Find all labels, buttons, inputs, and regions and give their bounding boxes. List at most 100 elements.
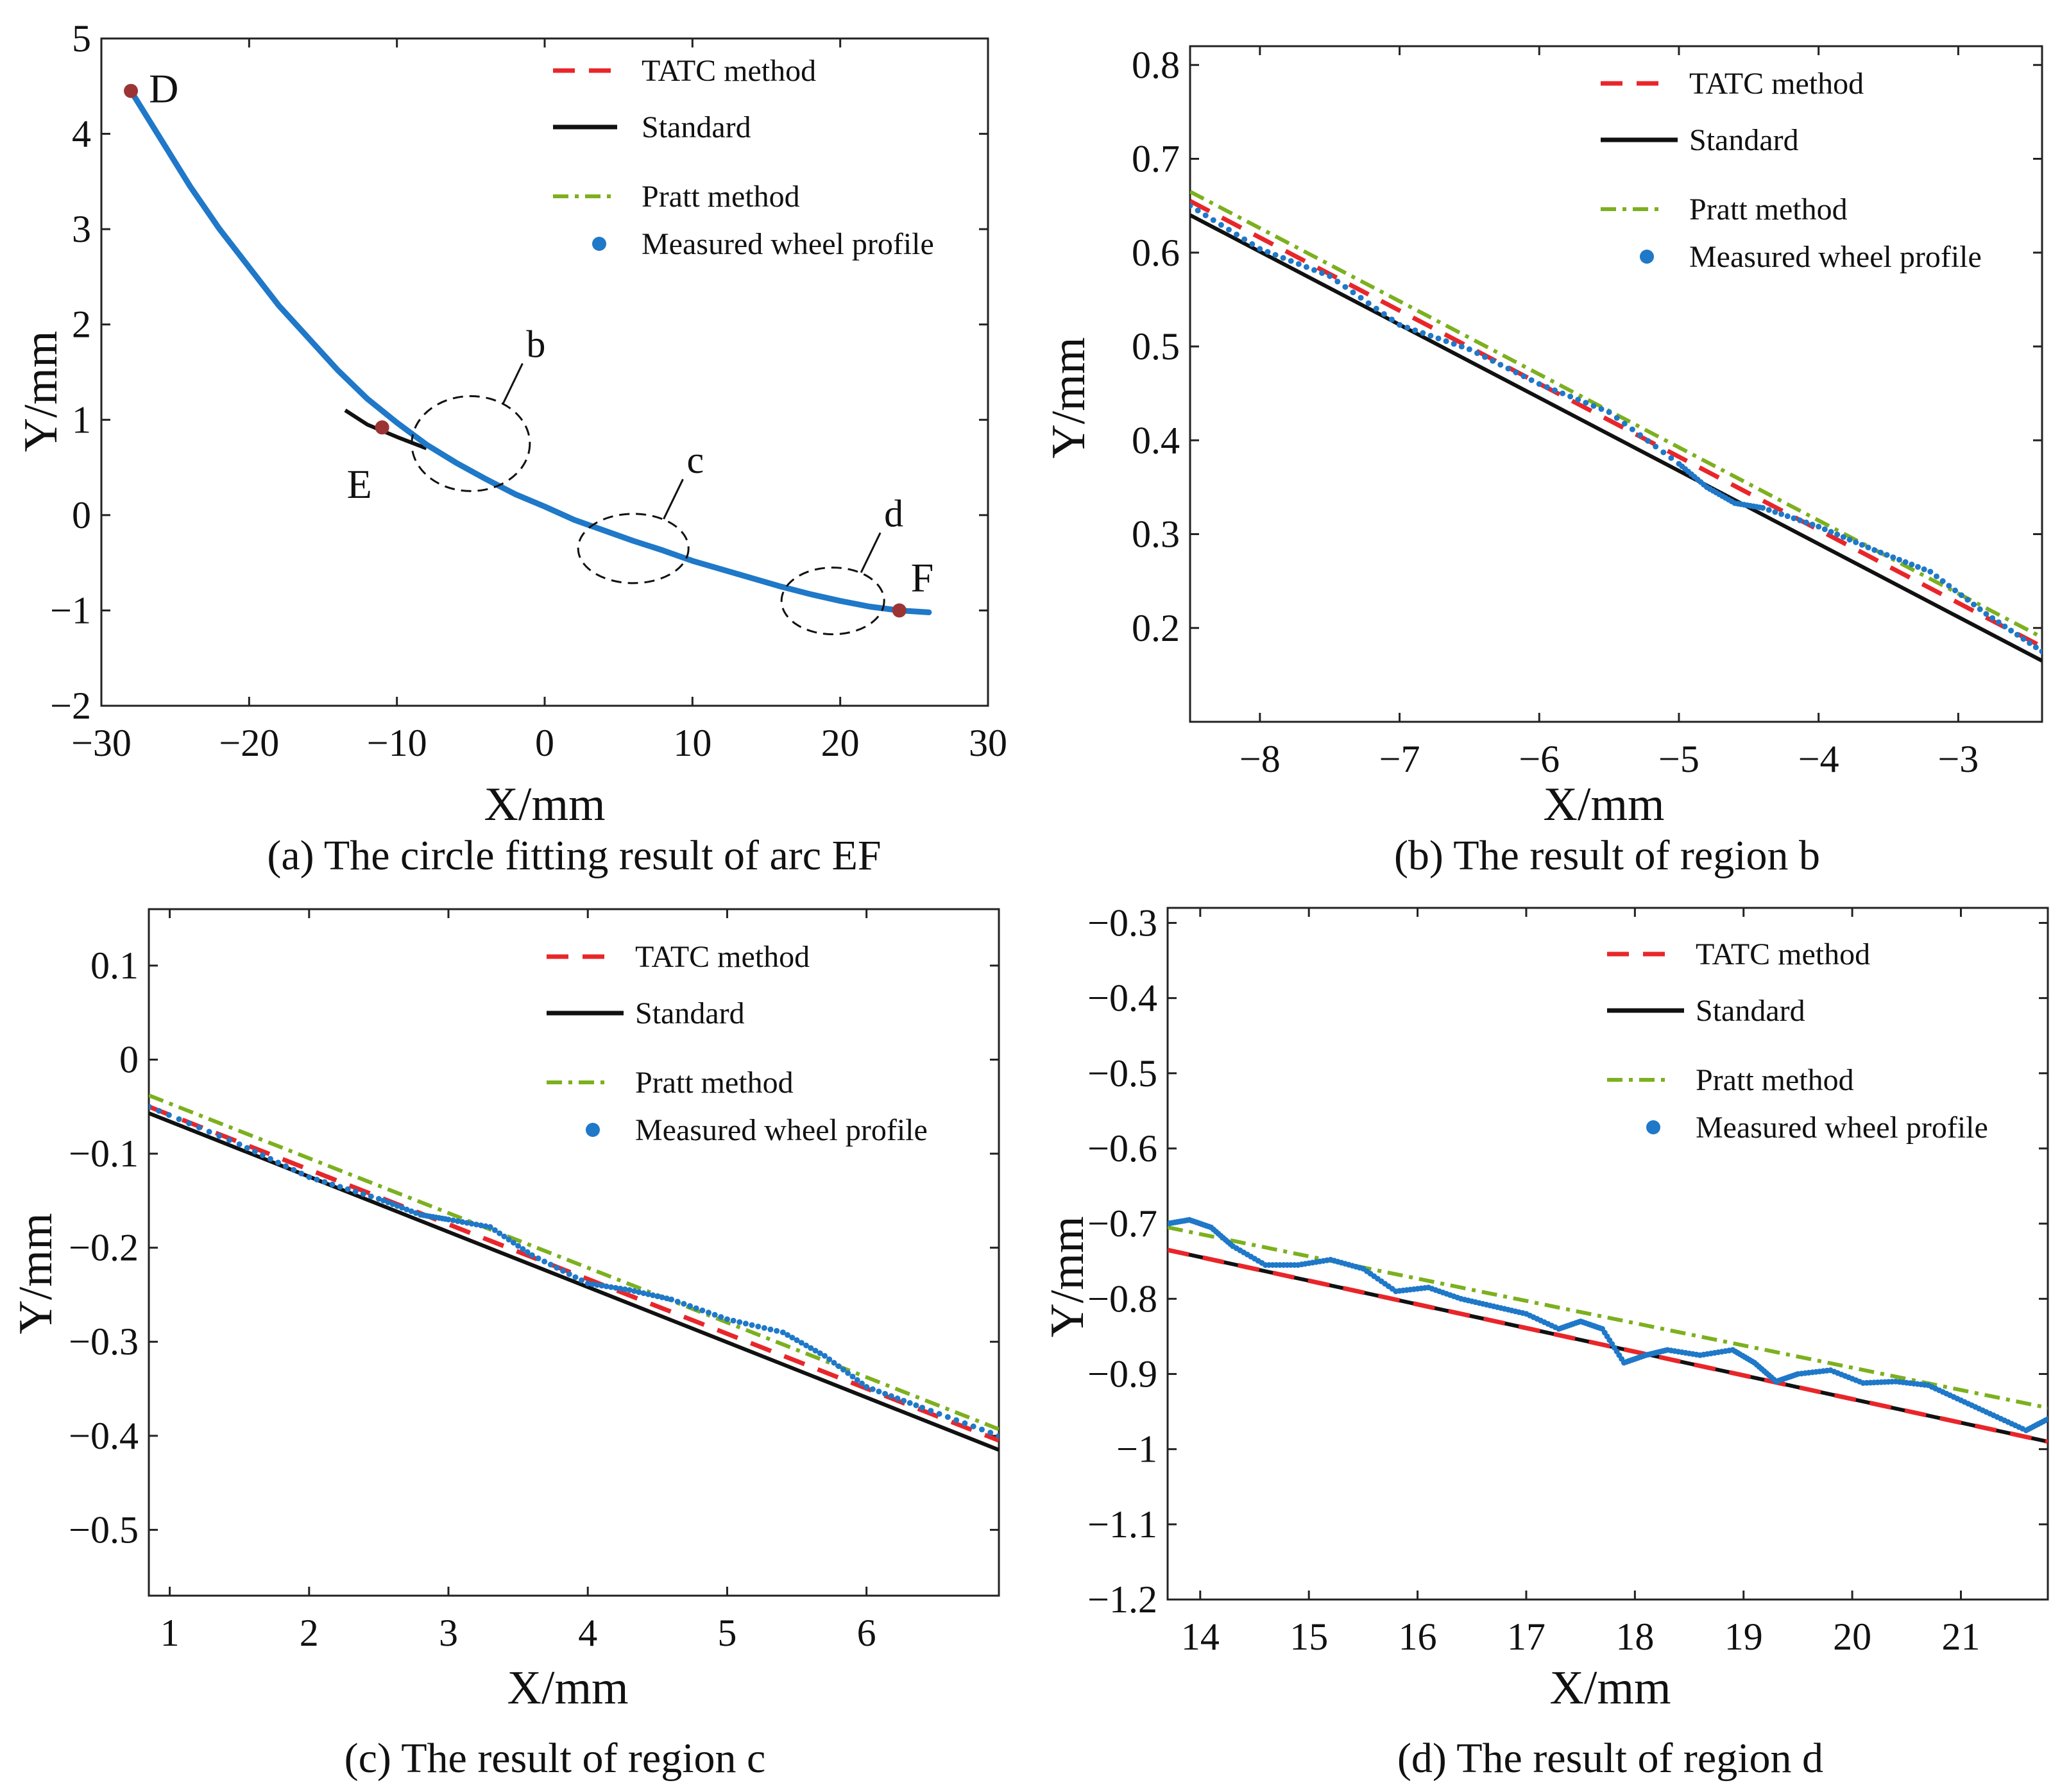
measured-point	[987, 1429, 994, 1436]
measured-point	[149, 1104, 152, 1110]
measured-point	[389, 1201, 396, 1207]
measured-point	[1350, 289, 1356, 296]
measured-point	[882, 1390, 889, 1397]
y-tick-label: 0.7	[1132, 138, 1180, 180]
measured-point	[1513, 369, 1519, 375]
measured-point	[1902, 559, 1909, 565]
y-tick-label: 2	[72, 303, 91, 346]
measured-point	[156, 1107, 162, 1114]
measured-point	[962, 1420, 968, 1426]
measured-point	[1927, 568, 1934, 575]
measured-point	[674, 1299, 681, 1305]
measured-point	[560, 1268, 566, 1274]
measured-point	[1381, 311, 1387, 317]
region-b-ellipse	[411, 395, 531, 492]
measured-point	[1490, 357, 1496, 364]
y-tick-label: 0.1	[90, 944, 139, 987]
measured-point	[645, 1291, 651, 1297]
measured-point	[459, 1219, 466, 1225]
legend-measured-marker	[1646, 1120, 1660, 1134]
x-tick-label: 3	[439, 1612, 458, 1654]
measured-point	[1342, 284, 1349, 290]
x-tick-label: 30	[969, 722, 1007, 764]
panel-c-series	[149, 1093, 999, 1452]
measured-point	[345, 1186, 351, 1192]
panel-c-legend: TATC method Standard Pratt method Measur…	[547, 940, 928, 1147]
measured-point	[1964, 597, 1971, 603]
legend-standard-label: Standard	[635, 996, 745, 1030]
region-c-label: c	[687, 439, 704, 481]
measured-point	[749, 1322, 755, 1328]
measured-point	[1989, 615, 1996, 621]
measured-point	[1821, 526, 1828, 533]
measured-point	[1427, 332, 1434, 339]
x-tick-label: 10	[673, 722, 711, 764]
y-tick-label: 0	[119, 1039, 139, 1081]
measured-point	[1853, 539, 1859, 545]
measured-point	[663, 1295, 670, 1302]
y-tick-label: −0.5	[1087, 1052, 1157, 1095]
measured-point	[608, 1284, 614, 1290]
measured-point	[835, 1363, 842, 1369]
y-tick-label: 5	[72, 17, 91, 60]
panel-a-xlabel: X/mm	[484, 778, 605, 831]
measured-point	[1303, 264, 1309, 270]
measured-point	[1420, 330, 1426, 336]
panel-c: 1 2 3 4 5 6 −0.5 −0.4 −0.3 −0.2 −0.1 0 0.1 X/mm Y/m…	[10, 908, 1000, 1782]
measured-point	[1458, 343, 1465, 350]
measured-point	[1896, 556, 1902, 563]
x-tick-label: 14	[1181, 1616, 1220, 1658]
point-F-label: F	[911, 554, 934, 600]
panel-a-caption: (a) The circle fitting result of arc EF	[267, 832, 881, 879]
panel-b-yticks: 0.2 0.3 0.4 0.5 0.6 0.7 0.8	[1132, 44, 2042, 649]
measured-point	[594, 1282, 600, 1288]
x-tick-label: 5	[717, 1612, 736, 1654]
y-tick-label: −0.4	[1087, 977, 1157, 1020]
x-tick-label: −4	[1798, 738, 1839, 780]
measured-point	[1218, 222, 1224, 228]
x-tick-label: 20	[821, 722, 860, 764]
measured-point	[654, 1293, 661, 1299]
measured-point	[1567, 393, 1574, 400]
measured-point	[306, 1174, 312, 1181]
measured-point	[845, 1370, 851, 1376]
measured-point	[368, 1193, 374, 1200]
measured-point	[413, 1210, 419, 1216]
measured-point	[360, 1191, 366, 1197]
measured-point	[1202, 212, 1209, 219]
legend-tatc-label: TATC method	[1689, 67, 1864, 101]
y-tick-label: −1.1	[1087, 1503, 1157, 1546]
measured-point	[1921, 566, 1927, 572]
measured-point	[876, 1388, 882, 1395]
y-tick-label: −0.3	[69, 1320, 139, 1363]
panel-d-frame	[1166, 907, 2049, 1601]
y-tick-label: 0.4	[1132, 419, 1180, 461]
measured-point	[226, 1137, 233, 1143]
measured-point	[1606, 409, 1612, 415]
y-tick-label: −0.4	[69, 1415, 139, 1457]
measured-point	[1319, 270, 1325, 277]
measured-point	[1210, 217, 1216, 223]
measured-point	[1629, 426, 1635, 432]
y-tick-label: −0.2	[69, 1227, 139, 1269]
legend-tatc-label: TATC method	[1696, 937, 1870, 971]
measured-point	[487, 1224, 493, 1230]
measured-point	[404, 1206, 410, 1213]
region-b-label: b	[526, 323, 545, 366]
measured-point	[1816, 524, 1822, 530]
y-tick-label: 1	[72, 398, 91, 441]
measured-point	[524, 1249, 531, 1256]
measured-point	[1865, 544, 1871, 550]
measured-point	[450, 1217, 456, 1224]
measured-point	[626, 1287, 633, 1293]
measured-point	[1404, 325, 1411, 331]
measured-point	[1225, 226, 1232, 233]
measured-point	[901, 1397, 907, 1404]
series-pratt-line	[149, 1093, 999, 1431]
measured-point	[1295, 260, 1302, 267]
measured-point	[1264, 249, 1271, 255]
measured-point	[794, 1337, 800, 1344]
measured-point	[482, 1223, 489, 1229]
y-tick-label: 0.8	[1132, 44, 1180, 86]
